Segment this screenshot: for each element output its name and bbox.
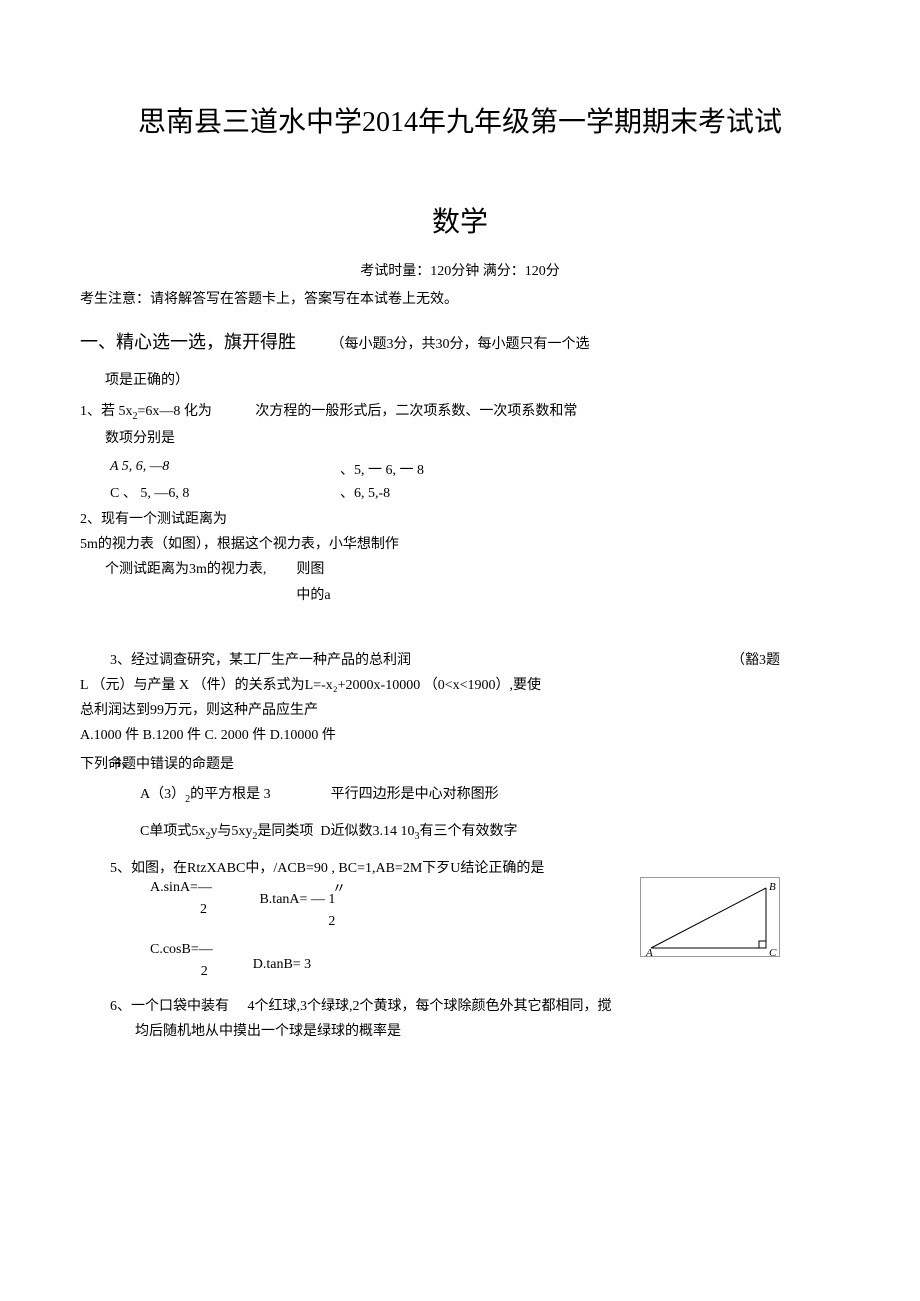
q5-opt-b: 〃 B.tanA= ― 1 2 [242,889,335,934]
question-1: 1、若 5x2=6x—8 化为 次方程的一般形式后，二次项系数、一次项系数和常 … [80,399,840,451]
q5-opt-c: C.cosB=― 2 [150,939,213,984]
exam-info: 考试时量：120分钟 满分：120分 [80,260,840,280]
triangle-label-b: B [769,881,776,893]
triangle-figure: A B C [640,877,780,957]
q3-line2: L （元）与产量 X （件）的关系式为L=-x₂+2000x-10000 （0<… [80,673,840,698]
page-title: 思南县三道水中学2014年九年级第一学期期末考试试 [80,100,840,140]
question-6: 6、一个口袋中装有 4个红球,3个绿球,2个黄球，每个球除颜色外其它都相同，搅 … [80,994,840,1044]
section-1-header: 一、精心选一选，旗开得胜 （每小题3分，共30分，每小题只有一个选 [80,328,840,354]
q2-line1: 2、现有一个测试距离为 [80,507,840,532]
q3-line3: 总利润达到99万元，则这种产品应生产 [80,698,840,723]
question-3: 3、经过调查研究，某工厂生产一种产品的总利润 （豁3题 L （元）与产量 X （… [80,648,840,749]
q1-opt-b: 、5, 一 6, 一 8 [340,459,590,479]
subject-heading: 数学 [80,200,840,240]
triangle-svg: A B C [641,878,781,958]
triangle-label-a: A [645,947,653,958]
q2-sub1: 则图 [296,557,330,582]
q1-stem-d: 数项分别是 [80,426,840,451]
q6-line1b: 4个红球,3个绿球,2个黄球，每个球除颜色外其它都相同，搅 [248,999,612,1014]
q5-options: A.sinA=― 2 〃 B.tanA= ― 1 2 C.cosB=― 2 [110,877,335,984]
q1-stem-b: =6x—8 化为 [138,404,212,419]
q6-line2: 均后随机地从中摸出一个球是绿球的概率是 [110,1019,840,1044]
question-2: 2、现有一个测试距离为 5m的视力表（如图），根据这个视力表，小华想制作 个测试… [80,507,840,608]
q1-opt-d: 、6, 5,-8 [340,482,590,502]
q2-line3: 个测试距离为3m的视力表, [80,557,266,607]
section-1-title: 一、精心选一选，旗开得胜 [80,332,296,352]
q4-opt-a: A（3）2的平方根是 3 [140,783,271,805]
q5-opt-a: A.sinA=― 2 [150,877,212,922]
q2-line2: 5m的视力表（如图），根据这个视力表，小华想制作 [80,532,840,557]
q3-line1: 3、经过调查研究，某工厂生产一种产品的总利润 [80,648,411,673]
triangle-label-c: C [769,947,777,958]
section-1-note2: 项是正确的） [80,369,840,389]
q2-sub2: 中的a [296,583,330,608]
question-5: 5、如图，在RtzXABC中，/ACB=90 , BC=1,AB=2M下歹U结论… [80,857,840,984]
q1-stem-a: 1、若 5x [80,404,133,419]
q4-num: 4、 [114,755,135,770]
question-4: 下列命题中错误的命题是4、 [80,753,840,773]
q4-opt-cd: C单项式5x2y与5xy2是同类项 D近似数3.14 103有三个有效数字 [140,820,517,842]
exam-notice: 考生注意：请将解答写在答题卡上，答案写在本试卷上无效。 [80,288,840,308]
q4-options: A（3）2的平方根是 3 平行四边形是中心对称图形 C单项式5x2y与5xy2是… [80,783,840,842]
q5-opt-d: D.tanB= 3 [253,954,311,976]
q5-stem: 5、如图，在RtzXABC中，/ACB=90 , BC=1,AB=2M下歹U结论… [110,857,840,877]
q1-options: A 5, 6, —8 、5, 一 6, 一 8 C 、 5, —6, 8 、6,… [80,459,840,502]
q1-opt-a: A 5, 6, —8 [110,459,340,479]
q4-stem: 下列命题中错误的命题是 [80,757,234,772]
q4-opt-b: 平行四边形是中心对称图形 [331,783,499,805]
q3-opts: A.1000 件 B.1200 件 C. 2000 件 D.10000 件 [80,723,840,748]
q1-opt-c: C 、 5, —6, 8 [110,482,340,502]
section-1-note: （每小题3分，共30分，每小题只有一个选 [331,337,590,352]
q2-caption: （豁3题 [731,648,780,673]
q1-stem-c: 次方程的一般形式后，二次项系数、一次项系数和常 [255,404,577,419]
q6-line1a: 6、一个口袋中装有 [110,999,229,1014]
